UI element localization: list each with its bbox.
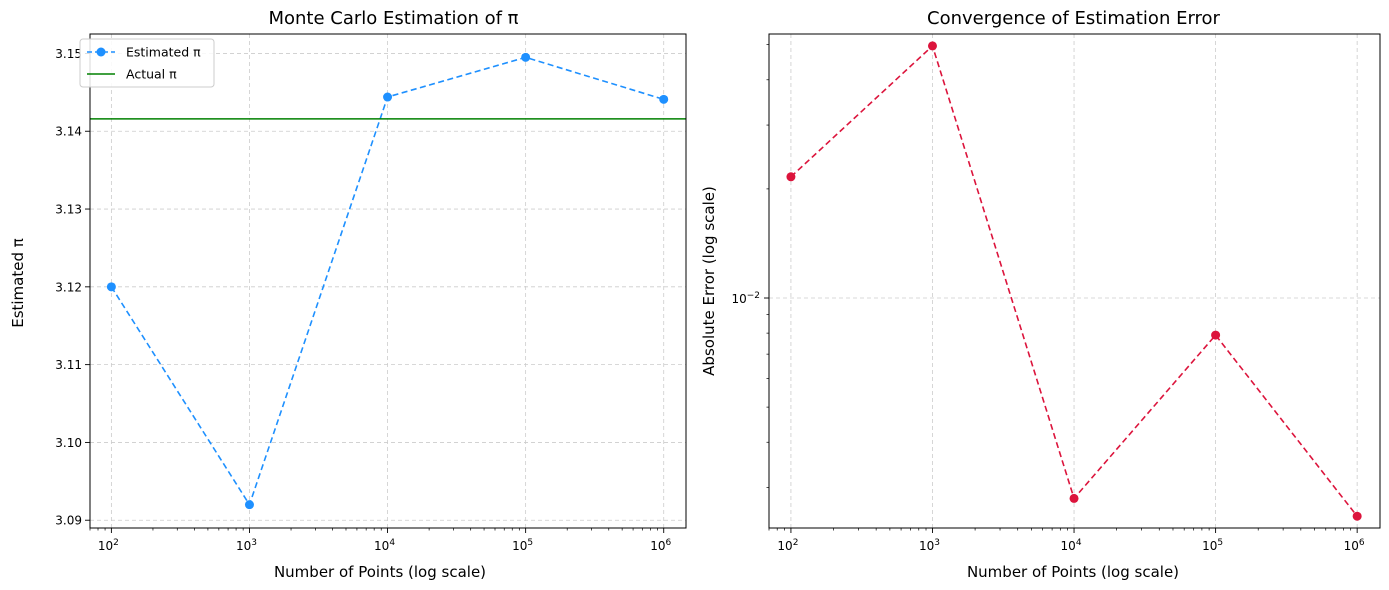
x-tick-label: 103 (919, 538, 940, 553)
left-legend: Estimated π Actual π (79, 38, 215, 88)
right-chart-title: Convergence of Estimation Error (927, 8, 1221, 29)
legend-frame (79, 38, 215, 88)
y-tick-label: 3.15 (55, 47, 82, 61)
left-chart-title: Monte Carlo Estimation of π (268, 8, 518, 29)
right-y-axis-label: Absolute Error (log scale) (700, 186, 718, 376)
legend-estimated-marker (96, 47, 106, 57)
data-point (1352, 511, 1362, 521)
left-y-ticks: 3.09 3.10 3.11 3.12 3.13 3.14 3.15 (55, 47, 90, 528)
y-tick-label: 3.12 (55, 280, 82, 294)
right-x-axis-label: Number of Points (log scale) (967, 563, 1179, 581)
right-chart-panel: 102 103 104 105 106 10−2 Convergence of Esti… (700, 8, 1381, 581)
right-plot-frame (768, 33, 1381, 529)
data-point (786, 172, 796, 182)
left-gridlines (90, 34, 686, 528)
x-tick-label: 105 (512, 538, 533, 553)
data-point (927, 41, 937, 51)
data-point (383, 92, 393, 102)
right-series-layer (786, 41, 1362, 521)
y-tick-label: 3.14 (55, 125, 82, 139)
y-tick-label: 3.11 (55, 358, 82, 372)
data-point (106, 282, 116, 292)
right-y-ticks: 10−2 (731, 44, 769, 488)
data-point (1069, 493, 1079, 503)
left-series-layer (90, 52, 686, 510)
data-point (521, 52, 531, 62)
left-x-ticks: 102 103 104 105 106 (89, 528, 671, 553)
y-tick-label: 10−2 (731, 291, 760, 306)
right-x-ticks: 102 103 104 105 106 (768, 528, 1365, 553)
left-y-axis-label: Estimated π (9, 238, 27, 328)
y-tick-label: 3.13 (55, 203, 82, 217)
x-tick-label: 106 (1344, 538, 1365, 553)
x-tick-label: 102 (777, 538, 798, 553)
legend-estimated-label: Estimated π (126, 45, 201, 60)
data-point (659, 94, 669, 104)
x-tick-label: 104 (374, 538, 395, 553)
x-tick-label: 106 (650, 538, 671, 553)
x-tick-label: 103 (236, 538, 257, 553)
legend-actual-label: Actual π (126, 67, 177, 82)
left-chart-panel: 102 103 104 105 106 3.09 3.10 3.11 3.12 3.13 3.14… (9, 8, 687, 581)
x-tick-label: 105 (1202, 538, 1223, 553)
y-tick-label: 3.09 (55, 514, 82, 528)
x-tick-label: 104 (1061, 538, 1082, 553)
data-point (1211, 330, 1221, 340)
right-gridlines (769, 34, 1380, 528)
data-point (244, 500, 254, 510)
y-tick-label: 3.10 (55, 436, 82, 450)
x-tick-label: 102 (98, 538, 119, 553)
left-x-axis-label: Number of Points (log scale) (274, 563, 486, 581)
